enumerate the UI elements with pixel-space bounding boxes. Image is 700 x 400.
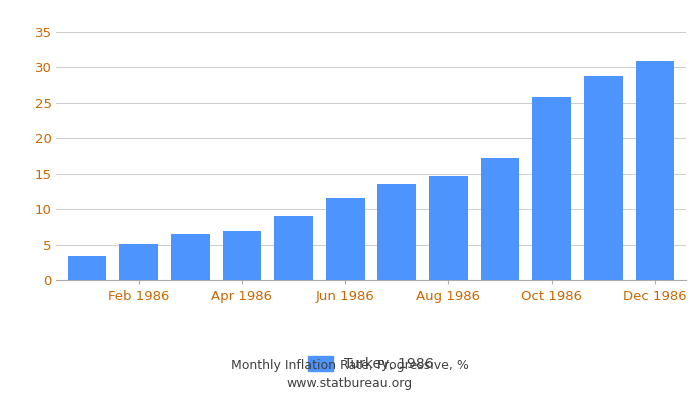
Bar — [584, 76, 623, 280]
Bar — [274, 216, 313, 280]
Bar — [429, 176, 468, 280]
Text: www.statbureau.org: www.statbureau.org — [287, 378, 413, 390]
Bar — [636, 61, 674, 280]
Bar — [377, 184, 416, 280]
Bar — [481, 158, 519, 280]
Bar — [119, 244, 158, 280]
Bar — [326, 198, 365, 280]
Bar — [223, 231, 261, 280]
Bar — [533, 97, 571, 280]
Bar — [68, 256, 106, 280]
Text: Monthly Inflation Rate, Progressive, %: Monthly Inflation Rate, Progressive, % — [231, 360, 469, 372]
Bar — [171, 234, 209, 280]
Legend: Turkey, 1986: Turkey, 1986 — [308, 356, 434, 371]
